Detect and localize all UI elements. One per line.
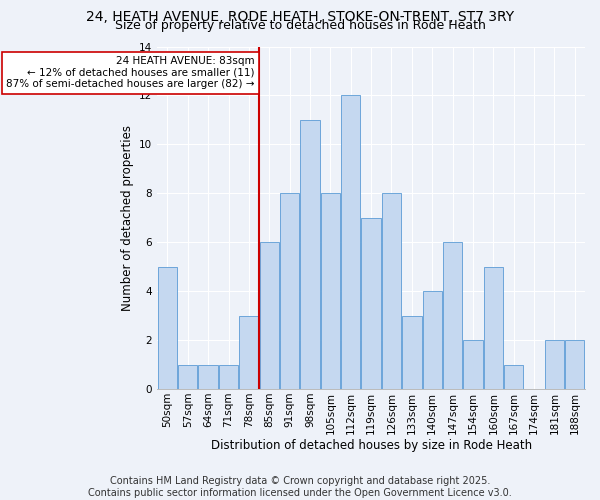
Bar	[219, 364, 238, 389]
Text: Size of property relative to detached houses in Rode Heath: Size of property relative to detached ho…	[115, 19, 485, 32]
X-axis label: Distribution of detached houses by size in Rode Heath: Distribution of detached houses by size …	[211, 440, 532, 452]
Bar	[382, 194, 401, 389]
Bar	[565, 340, 584, 389]
Text: 24, HEATH AVENUE, RODE HEATH, STOKE-ON-TRENT, ST7 3RY: 24, HEATH AVENUE, RODE HEATH, STOKE-ON-T…	[86, 10, 514, 24]
Bar	[504, 364, 523, 389]
Y-axis label: Number of detached properties: Number of detached properties	[121, 125, 134, 311]
Bar	[199, 364, 218, 389]
Bar	[280, 194, 299, 389]
Bar	[239, 316, 259, 389]
Bar	[545, 340, 564, 389]
Bar	[158, 266, 177, 389]
Bar	[320, 194, 340, 389]
Text: 24 HEATH AVENUE: 83sqm
← 12% of detached houses are smaller (11)
87% of semi-det: 24 HEATH AVENUE: 83sqm ← 12% of detached…	[7, 56, 255, 90]
Bar	[301, 120, 320, 389]
Bar	[260, 242, 279, 389]
Bar	[422, 291, 442, 389]
Bar	[341, 96, 361, 389]
Bar	[443, 242, 462, 389]
Bar	[484, 266, 503, 389]
Bar	[361, 218, 381, 389]
Text: Contains HM Land Registry data © Crown copyright and database right 2025.
Contai: Contains HM Land Registry data © Crown c…	[88, 476, 512, 498]
Bar	[402, 316, 422, 389]
Bar	[178, 364, 197, 389]
Bar	[463, 340, 482, 389]
